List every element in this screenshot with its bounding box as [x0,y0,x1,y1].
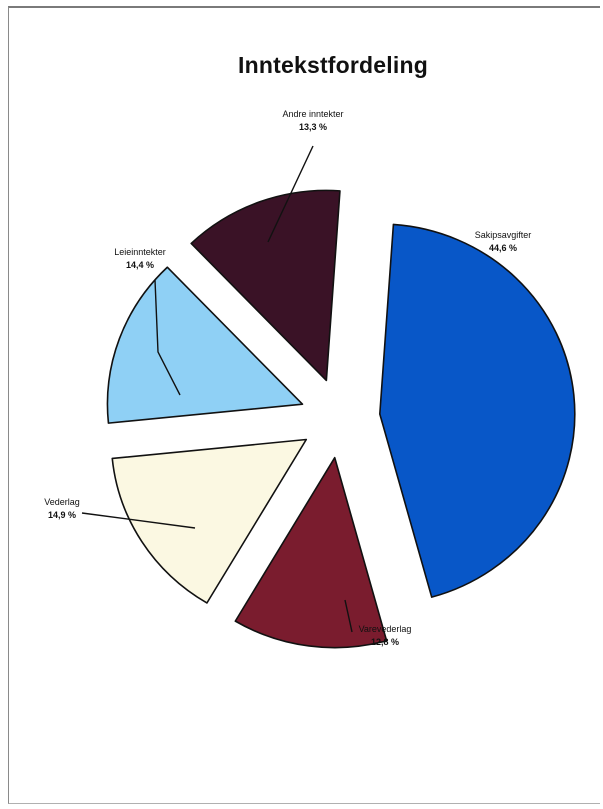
pie-slice-vederlag [111,438,308,604]
slice-label-varevederlag: Varevederlag [359,624,412,634]
leader-line-andre-inntekter [267,145,314,243]
pie-slice-sakipsavgifter [379,223,576,598]
slice-value-sakipsavgifter: 44,6 % [489,243,517,253]
pie-slice-andre-inntekter [190,189,341,382]
leader-line-leieinntekter [154,279,181,396]
slice-label-andre-inntekter: Andre inntekter [282,109,343,119]
pie-slice-varevederlag [234,456,388,649]
slice-value-leieinntekter: 14,4 % [126,260,154,270]
slice-labels: Sakipsavgifter 44,6 % Varevederlag 12,8 % Ve… [44,109,531,647]
leader-lines [81,145,353,633]
slice-label-vederlag: Vederlag [44,497,80,507]
leader-line-vederlag [81,512,196,529]
pie-slices [106,189,576,649]
leader-line-varevederlag [344,599,353,633]
slice-value-varevederlag: 12,8 % [371,637,399,647]
slice-label-sakipsavgifter: Sakipsavgifter [475,230,532,240]
chart-title: Inntekstfordeling [238,52,428,78]
slice-value-vederlag: 14,9 % [48,510,76,520]
slice-value-andre-inntekter: 13,3 % [299,122,327,132]
slice-label-leieinntekter: Leieinntekter [114,247,166,257]
